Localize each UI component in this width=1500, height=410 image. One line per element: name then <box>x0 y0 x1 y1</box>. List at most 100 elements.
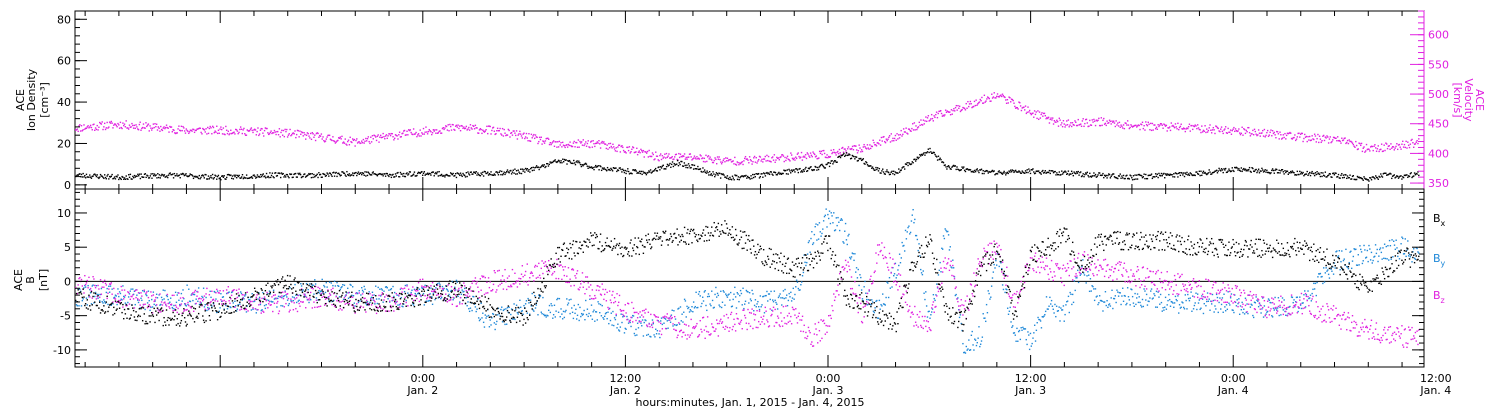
data-point <box>128 124 131 126</box>
data-point <box>988 292 990 295</box>
data-point <box>1337 255 1340 257</box>
data-point <box>973 100 976 103</box>
data-point <box>162 174 164 176</box>
data-point <box>1351 175 1354 178</box>
data-point <box>733 163 735 165</box>
data-point <box>115 124 117 127</box>
data-point <box>632 146 635 149</box>
data-point <box>453 175 455 177</box>
data-point <box>180 292 183 295</box>
data-point <box>1342 259 1345 262</box>
data-point <box>1393 149 1396 151</box>
data-point <box>828 210 831 212</box>
data-point <box>914 234 917 237</box>
data-point <box>491 174 493 176</box>
data-point <box>1290 171 1293 174</box>
data-point <box>664 168 666 170</box>
data-point <box>695 158 697 160</box>
data-point <box>162 289 164 291</box>
data-point <box>521 310 524 312</box>
data-point <box>631 146 634 148</box>
data-point <box>442 127 444 129</box>
data-point <box>1099 174 1102 176</box>
data-point <box>156 177 158 179</box>
data-point <box>555 310 557 312</box>
data-point <box>814 153 816 156</box>
data-point <box>1346 139 1349 142</box>
data-point <box>1231 129 1233 132</box>
data-point <box>904 163 907 165</box>
data-point <box>1121 125 1123 128</box>
data-point <box>565 159 567 161</box>
data-point <box>930 314 932 316</box>
data-point <box>1239 305 1242 307</box>
data-point <box>542 165 545 168</box>
data-point <box>116 125 118 128</box>
data-point <box>793 169 795 171</box>
data-point <box>1250 171 1252 173</box>
data-point <box>404 175 407 178</box>
data-point <box>825 163 827 166</box>
data-point <box>323 284 325 287</box>
data-point <box>169 297 172 299</box>
data-point <box>1176 173 1178 175</box>
data-point <box>536 136 538 139</box>
data-point <box>1055 174 1057 176</box>
data-point <box>185 128 188 130</box>
data-point <box>795 157 798 160</box>
data-point <box>123 296 126 298</box>
data-point <box>921 273 924 276</box>
data-point <box>881 305 883 307</box>
data-point <box>417 292 419 295</box>
data-point <box>1164 296 1167 299</box>
data-point <box>674 153 677 156</box>
data-point <box>1060 124 1062 126</box>
data-point <box>454 289 457 291</box>
data-point <box>955 293 957 296</box>
data-point <box>151 177 153 179</box>
data-point <box>1086 275 1088 277</box>
data-point <box>1108 119 1111 121</box>
data-point <box>1087 174 1089 177</box>
data-point <box>214 174 216 176</box>
data-point <box>695 168 697 170</box>
data-point <box>1391 175 1394 177</box>
data-point <box>1145 293 1148 296</box>
data-point <box>513 172 515 174</box>
data-point <box>1256 299 1258 301</box>
data-point <box>1355 248 1357 251</box>
data-point <box>449 172 452 174</box>
data-point <box>1331 176 1333 179</box>
data-point <box>1301 132 1303 135</box>
data-point <box>128 293 131 295</box>
data-point <box>692 158 694 160</box>
data-point <box>1357 176 1359 179</box>
data-point <box>806 253 809 255</box>
data-point <box>1234 128 1237 130</box>
data-point <box>1184 130 1187 133</box>
data-point <box>1337 173 1340 176</box>
data-point <box>781 304 783 306</box>
data-point <box>447 290 449 292</box>
data-point <box>283 135 286 138</box>
data-point <box>619 151 622 153</box>
data-point <box>1373 176 1375 179</box>
data-point <box>491 174 494 176</box>
data-point <box>1288 132 1290 134</box>
data-point <box>388 289 390 291</box>
data-point <box>839 152 841 154</box>
data-point <box>792 158 794 161</box>
data-point <box>589 166 591 169</box>
data-point <box>434 129 436 131</box>
data-point <box>844 154 847 156</box>
data-point <box>1331 140 1333 143</box>
data-point <box>463 174 466 177</box>
data-point <box>523 132 525 134</box>
data-point <box>99 176 101 178</box>
data-point <box>370 174 373 176</box>
data-point <box>1399 146 1401 148</box>
data-point <box>459 125 461 127</box>
data-point <box>1207 172 1210 174</box>
data-point <box>400 173 402 175</box>
data-point <box>1284 132 1286 135</box>
